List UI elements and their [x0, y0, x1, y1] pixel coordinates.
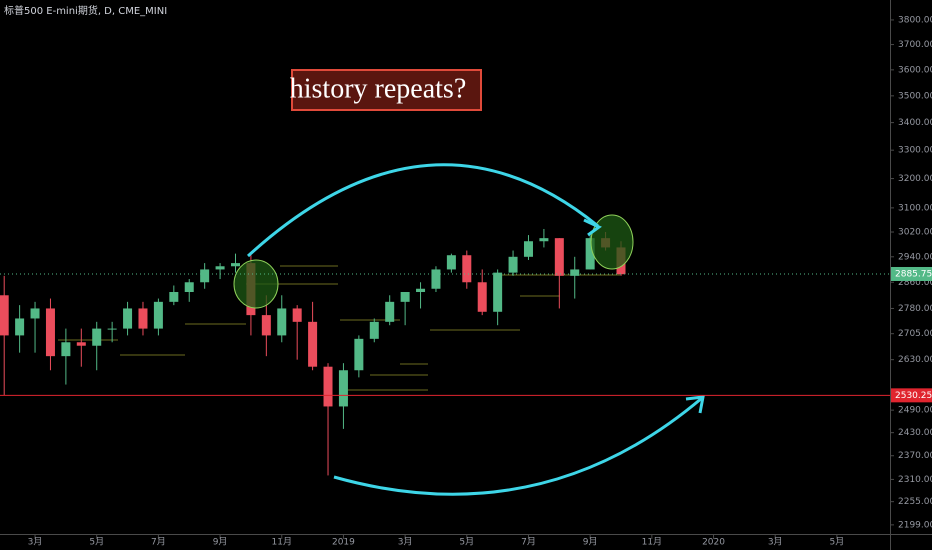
- candle-body: [462, 255, 472, 283]
- arrow-head: [685, 395, 705, 414]
- candle-body: [493, 272, 503, 312]
- x-tick-label: 2020: [702, 538, 725, 548]
- x-tick-label: 3月: [768, 537, 783, 548]
- y-tick-label: 2199.00: [898, 520, 932, 530]
- y-tick-label: 3600.00: [898, 65, 932, 75]
- x-tick-label: 3月: [28, 537, 43, 548]
- y-tick-label: 2255.00: [898, 497, 932, 507]
- y-tick-label: 3400.00: [898, 118, 932, 128]
- candle-body: [431, 269, 441, 289]
- chart-title: 标普500 E-mini期货, D, CME_MINI: [4, 4, 167, 17]
- candle-body: [61, 342, 71, 357]
- candle-body: [277, 308, 287, 336]
- candle-body: [15, 318, 25, 336]
- candle-body: [338, 370, 348, 407]
- candle-body: [292, 308, 302, 322]
- candle-body: [554, 238, 564, 276]
- price-label: 2530.25: [895, 391, 932, 401]
- y-tick-label: 3700.00: [898, 40, 932, 50]
- x-tick-label: 11月: [272, 537, 292, 548]
- candle-body: [184, 282, 194, 293]
- candle-body: [169, 292, 179, 302]
- y-tick-label: 3200.00: [898, 174, 932, 184]
- candle-body: [523, 241, 533, 257]
- y-tick-label: 2370.00: [898, 451, 932, 461]
- arrow-head: [583, 218, 602, 237]
- highlight-circle: [233, 259, 279, 309]
- x-tick-label: 7月: [151, 537, 166, 548]
- x-tick-label: 5月: [89, 537, 104, 548]
- x-tick-label: 9月: [213, 537, 228, 548]
- x-tick-label: 11月: [642, 537, 662, 548]
- candle-body: [231, 263, 240, 267]
- candle-body: [585, 238, 595, 270]
- candle-body: [400, 292, 410, 302]
- candle-body: [308, 321, 318, 367]
- y-tick-label: 3020.00: [898, 228, 932, 238]
- highlight-circle: [590, 214, 634, 270]
- candle-body: [369, 321, 379, 339]
- x-tick-label: 2019: [332, 538, 355, 548]
- candle-body: [0, 295, 9, 336]
- x-tick-label: 9月: [583, 537, 598, 548]
- y-tick-label: 2780.00: [898, 304, 932, 314]
- price-label-box: [891, 266, 932, 281]
- candle-body: [215, 266, 225, 270]
- price-label-box: [891, 388, 932, 403]
- x-tick-label: 3月: [398, 537, 413, 548]
- candle-body: [385, 301, 395, 322]
- candle-body: [92, 328, 102, 346]
- candle-body: [261, 315, 271, 336]
- x-tick-label: 5月: [459, 537, 474, 548]
- candle-body: [508, 256, 518, 273]
- arc-arrow: [246, 163, 599, 258]
- y-tick-label: 3300.00: [898, 146, 932, 156]
- candle-body: [354, 338, 364, 371]
- y-tick-label: 2310.00: [898, 475, 932, 485]
- candle-body: [416, 288, 426, 293]
- candle-body: [323, 366, 333, 407]
- candle-body: [570, 269, 580, 276]
- candle-body: [446, 255, 456, 270]
- price-label: 2885.75: [895, 269, 932, 279]
- y-tick-label: 2630.00: [898, 355, 932, 365]
- y-tick-label: 2940.00: [898, 252, 932, 262]
- candle-body: [45, 308, 55, 357]
- annotation-text: history repeats?: [290, 73, 467, 104]
- candle-body: [123, 308, 133, 329]
- y-tick-label: 2860.00: [898, 278, 932, 288]
- y-tick-label: 2430.00: [898, 428, 932, 438]
- annotation-box: [291, 69, 482, 111]
- candle-body: [200, 269, 210, 283]
- candle-body: [539, 238, 549, 242]
- x-tick-label: 5月: [830, 537, 845, 548]
- level-lines: [58, 265, 620, 391]
- y-tick-label: 3500.00: [898, 91, 932, 101]
- y-tick-label: 2705.00: [898, 329, 932, 339]
- candle-body: [30, 308, 40, 319]
- x-tick-label: 7月: [521, 537, 536, 548]
- y-tick-label: 3800.00: [898, 15, 932, 25]
- candle-body: [477, 282, 487, 312]
- y-tick-label: 2490.00: [898, 406, 932, 416]
- candle-body: [153, 301, 163, 329]
- y-tick-label: 3100.00: [898, 203, 932, 213]
- arc-arrow: [333, 396, 703, 496]
- candle-body: [107, 328, 117, 330]
- candle-body: [76, 342, 86, 346]
- candle-body: [138, 308, 148, 329]
